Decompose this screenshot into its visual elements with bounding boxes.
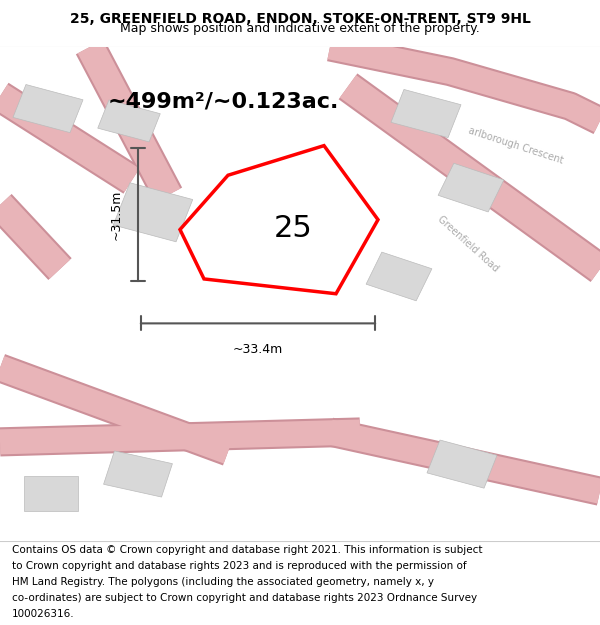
Bar bbox=[13, 84, 83, 132]
Text: ~33.4m: ~33.4m bbox=[233, 343, 283, 356]
Text: ~499m²/~0.123ac.: ~499m²/~0.123ac. bbox=[108, 91, 340, 111]
Text: 25, GREENFIELD ROAD, ENDON, STOKE-ON-TRENT, ST9 9HL: 25, GREENFIELD ROAD, ENDON, STOKE-ON-TRE… bbox=[70, 12, 530, 26]
Text: HM Land Registry. The polygons (including the associated geometry, namely x, y: HM Land Registry. The polygons (includin… bbox=[12, 577, 434, 587]
Text: 25: 25 bbox=[274, 214, 313, 243]
Bar bbox=[98, 100, 160, 142]
Text: ~31.5m: ~31.5m bbox=[110, 189, 123, 240]
Text: co-ordinates) are subject to Crown copyright and database rights 2023 Ordnance S: co-ordinates) are subject to Crown copyr… bbox=[12, 593, 477, 603]
Bar bbox=[427, 440, 497, 488]
Bar bbox=[366, 252, 432, 301]
Text: to Crown copyright and database rights 2023 and is reproduced with the permissio: to Crown copyright and database rights 2… bbox=[12, 561, 467, 571]
Bar bbox=[214, 191, 308, 263]
Text: Greenfield Road: Greenfield Road bbox=[436, 214, 500, 274]
Text: 100026316.: 100026316. bbox=[12, 609, 74, 619]
Bar bbox=[438, 163, 504, 212]
Bar bbox=[113, 182, 193, 242]
Polygon shape bbox=[180, 146, 378, 294]
Bar bbox=[24, 476, 78, 511]
Text: Contains OS data © Crown copyright and database right 2021. This information is : Contains OS data © Crown copyright and d… bbox=[12, 545, 482, 555]
Text: arlborough Crescent: arlborough Crescent bbox=[467, 126, 565, 166]
Bar bbox=[104, 451, 172, 497]
Bar bbox=[391, 89, 461, 138]
Text: Map shows position and indicative extent of the property.: Map shows position and indicative extent… bbox=[120, 22, 480, 35]
